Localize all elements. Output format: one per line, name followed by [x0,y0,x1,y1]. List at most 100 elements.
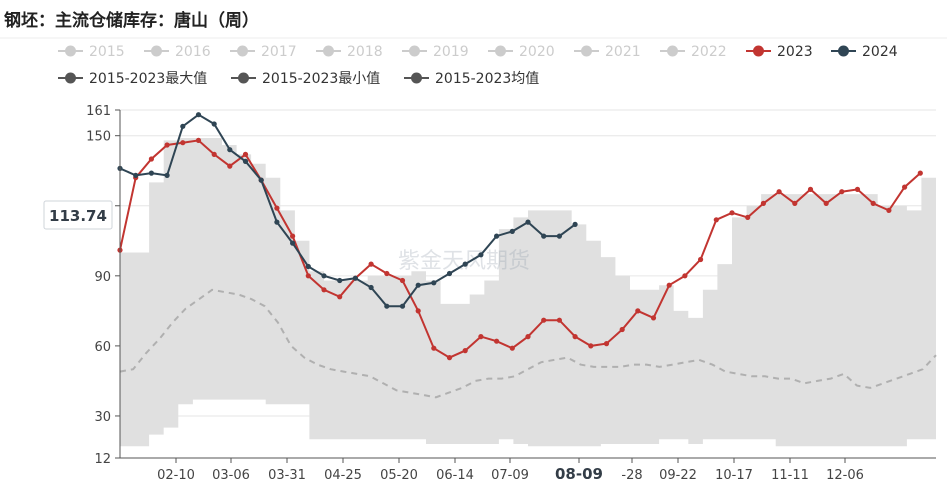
point-2023-25[interactable] [509,345,515,351]
point-2024-24[interactable] [494,233,500,239]
point-2024-26[interactable] [525,219,531,225]
legend-item-year-6[interactable]: 2021 [574,44,641,60]
point-2023-41[interactable] [760,200,767,206]
point-2023-33[interactable] [635,308,641,314]
legend-item-year-7[interactable]: 2022 [660,44,727,60]
legend-item-year-2[interactable]: 2017 [230,44,297,60]
point-2024-29[interactable] [572,221,578,227]
x-tick-label-1: 03-06 [212,468,250,483]
point-2024-10[interactable] [274,219,280,225]
legend-item-stat-0[interactable]: 2015-2023最大值 [58,71,207,87]
point-2024-16[interactable] [368,284,374,291]
legend-item-stat-2[interactable]: 2015-2023均值 [404,71,539,87]
legend-item-year-3[interactable]: 2018 [316,44,383,60]
point-2023-38[interactable] [713,217,719,223]
point-2024-2[interactable] [148,170,154,176]
point-2023-20[interactable] [431,345,437,351]
legend-label-year-6: 2021 [605,44,641,60]
legend-marker-stat-0 [65,72,76,84]
point-2023-8[interactable] [242,151,249,157]
point-2023-6[interactable] [211,151,217,157]
legend-item-active-1[interactable]: 2024 [831,44,898,60]
point-2023-21[interactable] [446,355,453,361]
point-2024-4[interactable] [180,123,186,129]
point-2023-18[interactable] [399,277,406,284]
point-2024-9[interactable] [258,177,264,183]
point-2023-43[interactable] [792,200,798,206]
legend-marker-year-1 [151,45,162,57]
point-2023-36[interactable] [682,273,688,279]
legend-item-year-5[interactable]: 2020 [488,44,555,60]
point-2024-6[interactable] [211,121,217,127]
point-2024-25[interactable] [509,228,515,234]
point-2023-40[interactable] [745,214,751,220]
point-2024-19[interactable] [415,282,421,288]
point-2023-16[interactable] [368,261,374,267]
legend-marker-year-5 [495,45,506,57]
point-2024-1[interactable] [133,172,139,178]
point-2024-20[interactable] [431,280,437,286]
point-2024-5[interactable] [195,112,202,118]
point-2024-28[interactable] [556,233,563,239]
point-2023-3[interactable] [164,142,170,148]
point-2023-27[interactable] [541,317,547,323]
point-2023-45[interactable] [823,200,829,206]
point-2024-23[interactable] [478,252,484,258]
point-2023-49[interactable] [886,207,892,213]
point-2024-11[interactable] [290,240,296,246]
point-2023-11[interactable] [290,233,296,239]
legend-item-year-0[interactable]: 2015 [58,44,125,60]
legend-item-year-4[interactable]: 2019 [402,44,469,60]
point-2023-26[interactable] [525,334,531,340]
point-2023-14[interactable] [337,294,343,300]
point-2024-7[interactable] [227,147,233,153]
x-tick-label-12: 12-06 [826,468,864,483]
point-2023-24[interactable] [494,338,500,344]
point-2023-29[interactable] [572,334,578,340]
point-2023-50[interactable] [902,184,908,190]
point-2023-51[interactable] [917,170,923,176]
point-2024-22[interactable] [462,261,468,267]
point-2023-28[interactable] [556,317,563,323]
y-tick-label-3: 90 [94,270,111,285]
point-2023-22[interactable] [462,348,468,354]
point-2023-35[interactable] [666,282,672,288]
point-2024-27[interactable] [541,233,547,239]
legend-item-year-1[interactable]: 2016 [144,44,211,60]
point-2024-3[interactable] [164,172,170,178]
point-2024-18[interactable] [399,303,406,309]
point-2023-17[interactable] [384,270,390,277]
point-2023-7[interactable] [227,163,233,169]
point-2024-17[interactable] [384,303,390,309]
point-2024-21[interactable] [446,270,453,277]
point-2023-30[interactable] [588,343,594,349]
point-2023-13[interactable] [321,287,327,293]
point-2023-47[interactable] [854,186,861,192]
point-2024-14[interactable] [337,277,343,284]
point-2023-46[interactable] [839,189,845,195]
point-2024-13[interactable] [321,273,327,279]
point-2023-2[interactable] [148,156,154,162]
band-area [120,138,936,447]
point-2023-39[interactable] [729,210,735,216]
point-2023-31[interactable] [603,341,610,347]
point-2024-8[interactable] [242,158,249,164]
point-2023-32[interactable] [619,326,625,333]
point-2023-12[interactable] [305,273,311,279]
point-2023-48[interactable] [870,200,876,206]
legend-item-active-0[interactable]: 2023 [746,44,813,60]
point-2024-12[interactable] [305,263,311,270]
min-max-band [119,138,937,447]
point-2024-15[interactable] [352,275,358,281]
point-2023-37[interactable] [698,256,704,263]
point-2023-34[interactable] [650,315,657,321]
point-2023-19[interactable] [415,308,421,314]
point-2023-4[interactable] [180,140,186,146]
point-2023-5[interactable] [195,137,202,143]
point-2023-42[interactable] [776,189,782,195]
legend-label-year-0: 2015 [89,44,125,60]
point-2023-23[interactable] [478,334,484,340]
point-2023-44[interactable] [807,186,814,192]
legend-item-stat-1[interactable]: 2015-2023最小值 [231,71,380,87]
point-2023-10[interactable] [274,205,280,211]
